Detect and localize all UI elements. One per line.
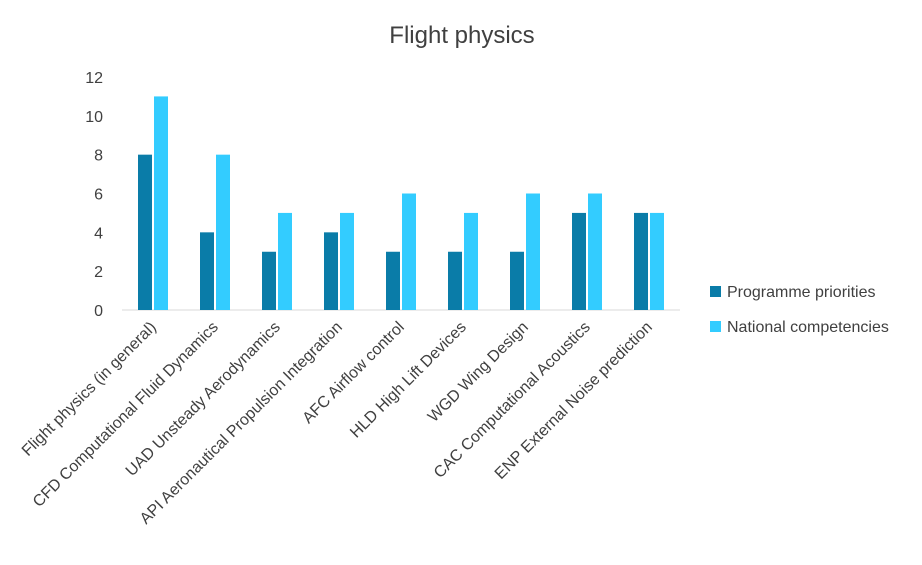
y-tick-label: 6 — [94, 187, 103, 204]
y-axis: 0 2 4 6 8 10 12 — [85, 70, 103, 320]
bar-programme-priorities — [324, 232, 338, 310]
y-tick-label: 4 — [94, 225, 103, 242]
bars — [138, 96, 664, 311]
bar-programme-priorities — [386, 251, 400, 310]
bar-national-competencies — [278, 212, 292, 310]
chart-title: Flight physics — [389, 22, 534, 49]
bar-programme-priorities — [262, 251, 276, 310]
bar-programme-priorities — [634, 212, 648, 310]
bar-national-competencies — [526, 193, 540, 310]
legend-swatch — [710, 286, 721, 297]
x-tick-label: AFC Airflow control — [300, 319, 408, 427]
bar-national-competencies — [588, 193, 602, 310]
legend-label: National competencies — [727, 319, 889, 336]
bar-national-competencies — [464, 212, 478, 310]
y-tick-label: 0 — [94, 303, 103, 320]
bar-programme-priorities — [138, 154, 152, 310]
bar-programme-priorities — [572, 212, 586, 310]
bar-national-competencies — [402, 193, 416, 310]
y-tick-label: 12 — [85, 70, 103, 87]
x-axis: Flight physics (in general)CFD Computati… — [19, 319, 656, 528]
bar-programme-priorities — [448, 251, 462, 310]
legend-swatch — [710, 321, 721, 332]
bar-programme-priorities — [200, 232, 214, 310]
y-tick-label: 2 — [94, 264, 103, 281]
legend-label: Programme priorities — [727, 284, 875, 301]
bar-national-competencies — [340, 212, 354, 310]
legend: Programme priorities National competencie… — [710, 284, 889, 336]
y-tick-label: 10 — [85, 109, 103, 126]
bar-national-competencies — [216, 154, 230, 310]
bar-national-competencies — [154, 96, 168, 311]
x-tick-label: HLD High Lift Devices — [347, 319, 470, 442]
bar-national-competencies — [650, 212, 664, 310]
bar-programme-priorities — [510, 251, 524, 310]
y-tick-label: 8 — [94, 148, 103, 165]
